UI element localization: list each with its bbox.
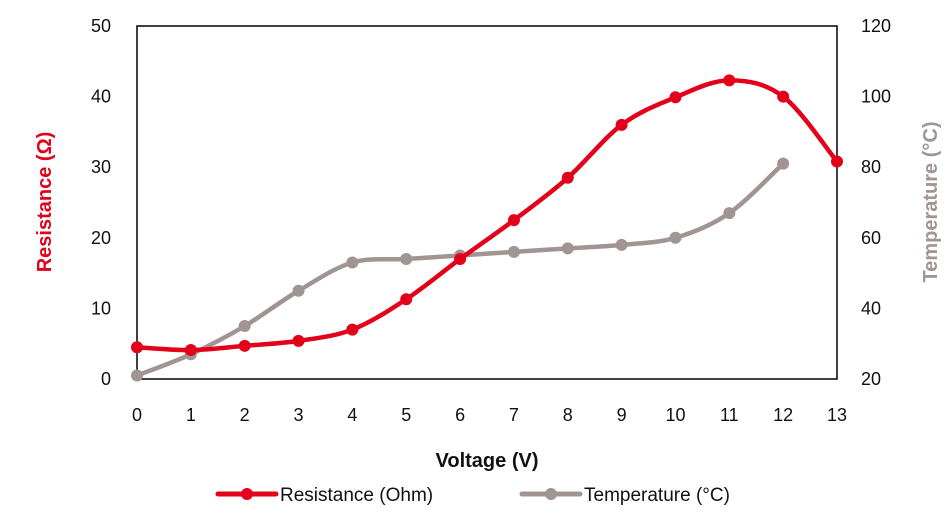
legend-item-temperature: Temperature (°C) xyxy=(519,485,730,506)
x-axis-ticks: 0 1 2 3 4 5 6 7 8 9 10 11 12 13 xyxy=(132,405,847,425)
data-point xyxy=(561,242,574,255)
data-point xyxy=(507,245,520,258)
x-axis-title: Voltage (V) xyxy=(436,450,539,472)
x-tick-label: 1 xyxy=(186,405,196,425)
legend-label: Temperature (°C) xyxy=(584,485,730,506)
x-tick-label: 9 xyxy=(617,405,627,425)
left-tick-label: 30 xyxy=(91,157,111,177)
left-tick-label: 10 xyxy=(91,298,111,318)
right-tick-label: 80 xyxy=(861,157,881,177)
right-tick-label: 40 xyxy=(861,298,881,318)
x-tick-label: 4 xyxy=(347,405,357,425)
right-tick-label: 20 xyxy=(861,369,881,389)
x-tick-label: 6 xyxy=(455,405,465,425)
right-tick-label: 100 xyxy=(861,87,891,107)
data-point xyxy=(561,171,574,184)
right-tick-label: 60 xyxy=(861,228,881,248)
plot-area-frame xyxy=(136,25,838,380)
data-point xyxy=(669,231,682,244)
x-tick-label: 13 xyxy=(827,405,847,425)
data-point xyxy=(454,252,467,265)
left-tick-label: 0 xyxy=(101,369,111,389)
x-tick-label: 12 xyxy=(773,405,793,425)
series-line xyxy=(134,161,786,378)
data-point xyxy=(777,157,790,170)
legend-label: Resistance (Ohm) xyxy=(280,485,433,506)
data-point xyxy=(669,91,682,104)
x-tick-label: 8 xyxy=(563,405,573,425)
data-point xyxy=(831,155,843,168)
x-tick-label: 11 xyxy=(720,405,739,425)
data-point xyxy=(131,369,143,382)
x-tick-label: 7 xyxy=(509,405,519,425)
x-tick-label: 10 xyxy=(665,405,685,425)
left-axis-title: Resistance (Ω) xyxy=(34,132,56,273)
data-point xyxy=(292,334,305,347)
left-tick-label: 40 xyxy=(91,87,111,107)
left-tick-label: 20 xyxy=(91,228,111,248)
right-tick-label: 120 xyxy=(861,16,891,36)
data-point xyxy=(131,341,143,354)
x-tick-label: 5 xyxy=(401,405,411,425)
data-point xyxy=(238,320,251,333)
data-point xyxy=(777,90,790,103)
series-layer xyxy=(131,74,843,382)
data-point xyxy=(184,344,197,357)
data-point xyxy=(615,118,628,131)
data-point xyxy=(507,214,520,227)
legend-item-resistance: Resistance (Ohm) xyxy=(215,485,433,506)
right-axis-ticks: 20 40 60 80 100 120 xyxy=(861,16,891,389)
data-point xyxy=(238,339,251,352)
right-axis-title: Temperature (°C) xyxy=(920,122,942,283)
data-point xyxy=(400,293,413,306)
legend-swatch-marker xyxy=(241,488,253,500)
data-point xyxy=(292,284,305,297)
x-tick-label: 0 xyxy=(132,405,142,425)
data-point xyxy=(615,238,628,251)
series-resistance xyxy=(131,74,843,357)
legend: Resistance (Ohm) Temperature (°C) xyxy=(215,485,730,506)
data-point xyxy=(723,74,736,87)
data-point xyxy=(723,207,736,220)
left-tick-label: 50 xyxy=(91,16,111,36)
left-axis-ticks: 0 10 20 30 40 50 xyxy=(91,16,111,389)
data-point xyxy=(346,256,359,269)
x-tick-label: 3 xyxy=(294,405,304,425)
x-tick-label: 2 xyxy=(240,405,250,425)
data-point xyxy=(346,323,359,336)
data-point xyxy=(400,252,413,265)
legend-swatch-marker xyxy=(545,488,557,500)
